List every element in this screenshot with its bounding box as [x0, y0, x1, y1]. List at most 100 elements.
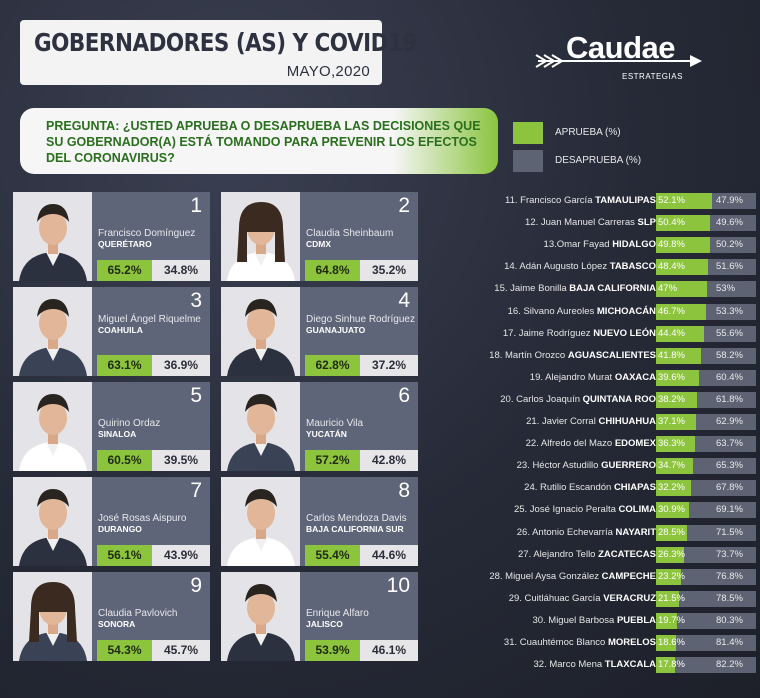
ranking-row: 25. José Ignacio Peralta COLIMA 30.9% 69.1… — [430, 502, 756, 518]
governor-name-text: Mauricio Vila — [306, 418, 364, 429]
disapprove-value: 43.9% — [152, 545, 210, 566]
ranking-name: 25. José Ignacio Peralta COLIMA — [514, 503, 656, 517]
approve-value: 34.7% — [658, 460, 685, 471]
governor-name: Claudia Sheinbaum CDMX — [306, 228, 416, 250]
approve-value: 28.5% — [658, 527, 685, 538]
disapprove-value: 73.7% — [716, 549, 743, 560]
governor-card: 3 Miguel Ángel Riquelme COAHUILA 63.1% 36.9% — [13, 287, 210, 376]
governor-state: SONORA — [98, 619, 136, 629]
disapprove-value: 81.4% — [716, 637, 743, 648]
governor-name: Miguel Ángel Riquelme COAHUILA — [98, 314, 208, 336]
disapprove-value: 37.2% — [360, 355, 418, 376]
ranking-state: MICHOACÁN — [596, 306, 656, 317]
ranking-bar: 46.7% 53.3% — [656, 304, 756, 320]
approve-value: 23.2% — [658, 571, 685, 582]
disapprove-value: 76.8% — [716, 571, 743, 582]
ranking-name-text: 29. Cuitláhuac García — [508, 593, 604, 604]
disapprove-value: 47.9% — [716, 195, 743, 206]
ranking-name: 15. Jaime Bonilla BAJA CALIFORNIA — [494, 282, 656, 296]
governor-info: 10 Enrique Alfaro JALISCO 53.9% 46.1% — [300, 572, 418, 661]
approve-value: 60.5% — [97, 450, 152, 471]
ranking-row: 29. Cuitláhuac García VERACRUZ 21.5% 78.5% — [430, 591, 756, 607]
governor-name: José Rosas Aispuro DURANGO — [98, 513, 208, 535]
ranking-bar: 28.5% 71.5% — [656, 525, 756, 541]
ranking-name-text: 31. Cuauhtémoc Blanco — [503, 637, 608, 648]
governor-name-text: Miguel Ángel Riquelme — [98, 314, 201, 325]
ranking-name-text: 21. Javier Corral — [526, 416, 599, 427]
governor-photo — [13, 192, 92, 281]
ranking-name-text: 16. Silvano Aureoles — [507, 306, 597, 317]
legend-disapprove-swatch — [513, 150, 543, 172]
ranking-state: EDOMEX — [614, 438, 656, 449]
approve-value: 50.4% — [658, 217, 685, 228]
ranking-row: 26. Antonio Echevarría NAYARIT 28.5% 71.5% — [430, 525, 756, 541]
ranking-bar: 37.1% 62.9% — [656, 414, 756, 430]
disapprove-value: 67.8% — [716, 482, 743, 493]
ranking-name: 21. Javier Corral CHIHUAHUA — [526, 415, 656, 429]
governor-info: 5 Quirino Ordaz SINALOA 60.5% 39.5% — [92, 382, 210, 471]
governor-name: Enrique Alfaro JALISCO — [306, 608, 416, 630]
ranking-row: 23. Héctor Astudillo GUERRERO 34.7% 65.3% — [430, 458, 756, 474]
ranking-state: TAMAULIPAS — [595, 195, 656, 206]
ranking-bar: 32.2% 67.8% — [656, 480, 756, 496]
disapprove-value: 62.9% — [716, 416, 743, 427]
ranking-name-text: 12. Juan Manuel Carreras — [525, 217, 638, 228]
ranking-name: 17. Jaime Rodríguez NUEVO LEÓN — [503, 327, 656, 341]
approve-bar — [656, 326, 704, 342]
governor-info: 2 Claudia Sheinbaum CDMX 64.8% 35.2% — [300, 192, 418, 281]
governor-name: Diego Sinhue Rodríguez GUANAJUATO — [306, 314, 416, 336]
disapprove-value: 35.2% — [360, 260, 418, 281]
ranking-name: 31. Cuauhtémoc Blanco MORELOS — [504, 636, 656, 650]
ranking-bar: 23.2% 76.8% — [656, 569, 756, 585]
approve-bar — [656, 259, 708, 275]
ranking-bar: 38.2% 61.8% — [656, 392, 756, 408]
ranking-state: AGUASCALIENTES — [567, 350, 656, 361]
ranking-row: 19. Alejandro Murat OAXACA 39.6% 60.4% — [430, 370, 756, 386]
legend-disapprove-label: DESAPRUEBA (%) — [555, 155, 642, 166]
approve-value: 18.6% — [658, 637, 685, 648]
governor-name-text: Quirino Ordaz — [98, 418, 161, 429]
governor-state: CDMX — [306, 239, 332, 249]
ranking-name-text: 27. Alejandro Tello — [518, 549, 599, 560]
ranking-name: 23. Héctor Astudillo GUERRERO — [517, 459, 656, 473]
ranking-bar: 47% 53% — [656, 281, 756, 297]
ranking-state: NAYARIT — [615, 527, 656, 538]
governor-photo — [221, 572, 300, 661]
ranking-bar: 41.8% 58.2% — [656, 348, 756, 364]
governor-name: Quirino Ordaz SINALOA — [98, 418, 208, 440]
governor-name: Claudia Pavlovich SONORA — [98, 608, 208, 630]
logo-subtitle: ESTRATEGIAS — [622, 72, 683, 81]
ranking-name: 18. Martín Orozco AGUASCALIENTES — [489, 349, 656, 363]
ranking-row: 20. Carlos Joaquín QUINTANA ROO 38.2% 61.8… — [430, 392, 756, 408]
governor-state: GUANAJUATO — [306, 325, 366, 335]
ranking-state: BAJA CALIFORNIA — [569, 283, 656, 294]
approve-value: 52.1% — [658, 195, 685, 206]
approve-value: 39.6% — [658, 372, 685, 383]
governor-rank: 4 — [398, 289, 410, 312]
governor-state: SINALOA — [98, 429, 137, 439]
approve-bar — [656, 193, 712, 209]
ranking-bar: 18.6% 81.4% — [656, 635, 756, 651]
ranking-state: TLAXCALA — [604, 659, 656, 670]
disapprove-value: 39.5% — [152, 450, 210, 471]
ranking-name: 29. Cuitláhuac García VERACRUZ — [509, 592, 656, 606]
governor-state: DURANGO — [98, 524, 142, 534]
ranking-state: HIDALGO — [612, 239, 656, 250]
approve-value: 55.4% — [305, 545, 360, 566]
governor-photo — [221, 287, 300, 376]
governor-name: Mauricio Vila YUCATÁN — [306, 418, 416, 440]
disapprove-value: 36.9% — [152, 355, 210, 376]
ranking-bar: 19.7% 80.3% — [656, 613, 756, 629]
governor-rank: 6 — [398, 384, 410, 407]
question-text: PREGUNTA: ¿USTED APRUEBA O DESAPRUEBA LA… — [46, 119, 481, 165]
approve-value: 46.7% — [658, 306, 685, 317]
caudae-logo: Caudae ESTRATEGIAS — [528, 30, 708, 90]
ranking-state: VERACRUZ — [603, 593, 656, 604]
disapprove-value: 60.4% — [716, 372, 743, 383]
governor-card: 6 Mauricio Vila YUCATÁN 57.2% 42.8% — [221, 382, 418, 471]
approve-value: 64.8% — [305, 260, 360, 281]
ranking-state: MORELOS — [607, 637, 656, 648]
approve-bar — [656, 657, 675, 673]
governor-rank: 7 — [190, 479, 202, 502]
governor-rank: 2 — [398, 194, 410, 217]
